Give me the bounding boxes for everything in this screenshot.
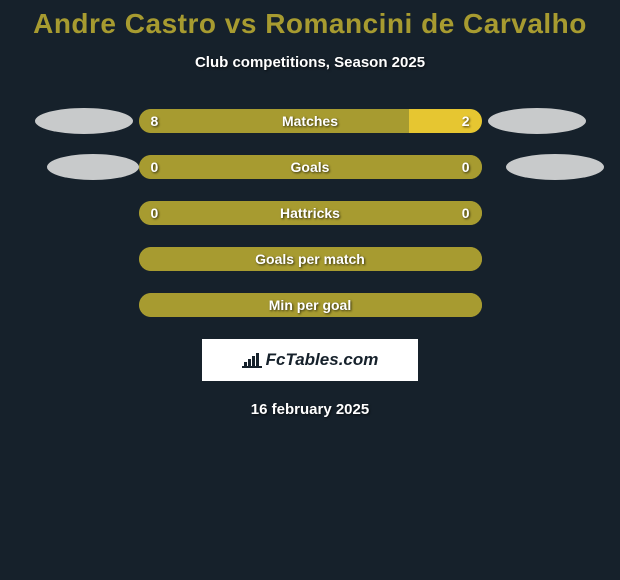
stat-row: 0 0 Goals: [0, 155, 620, 179]
right-avatar-slot: [482, 108, 592, 134]
stat-value-right: 0: [462, 205, 470, 221]
stat-value-right: 2: [462, 113, 470, 129]
subtitle: Club competitions, Season 2025: [0, 54, 620, 71]
stat-bar: 0 0 Hattricks: [139, 201, 482, 225]
stat-label: Hattricks: [280, 205, 340, 221]
player1-avatar: [35, 108, 133, 134]
right-avatar-slot: [482, 154, 592, 180]
vs-text: vs: [216, 8, 265, 39]
player2-name: Romancini de Carvalho: [265, 8, 587, 39]
stat-value-left: 0: [151, 159, 159, 175]
stat-row: 0 0 Hattricks: [0, 201, 620, 225]
bar-segment-left: [139, 109, 410, 133]
stat-row: Goals per match: [0, 247, 620, 271]
bar-segment-right: [409, 109, 481, 133]
player1-avatar: [47, 154, 139, 180]
stat-label: Min per goal: [269, 297, 351, 313]
stat-value-left: 0: [151, 205, 159, 221]
left-avatar-slot: [29, 108, 139, 134]
stat-row: Min per goal: [0, 293, 620, 317]
stat-bar: 8 2 Matches: [139, 109, 482, 133]
stat-label: Goals per match: [255, 251, 365, 267]
left-avatar-slot: [29, 154, 139, 180]
stat-value-left: 8: [151, 113, 159, 129]
stat-label: Matches: [282, 113, 338, 129]
comparison-widget: Andre Castro vs Romancini de Carvalho Cl…: [0, 0, 620, 418]
stat-bar: 0 0 Goals: [139, 155, 482, 179]
stat-rows: 8 2 Matches 0 0 Goals 0 0 Hattricks Goals per mat…: [0, 109, 620, 317]
player2-avatar: [506, 154, 604, 180]
page-title: Andre Castro vs Romancini de Carvalho: [0, 8, 620, 40]
stat-bar: Min per goal: [139, 293, 482, 317]
date-text: 16 february 2025: [0, 401, 620, 418]
player2-avatar: [488, 108, 586, 134]
logo-box[interactable]: FcTables.com: [202, 339, 418, 381]
stat-row: 8 2 Matches: [0, 109, 620, 133]
player1-name: Andre Castro: [33, 8, 216, 39]
logo-text: FcTables.com: [266, 350, 379, 370]
stat-label: Goals: [291, 159, 330, 175]
stat-bar: Goals per match: [139, 247, 482, 271]
chart-icon: [242, 352, 262, 368]
stat-value-right: 0: [462, 159, 470, 175]
